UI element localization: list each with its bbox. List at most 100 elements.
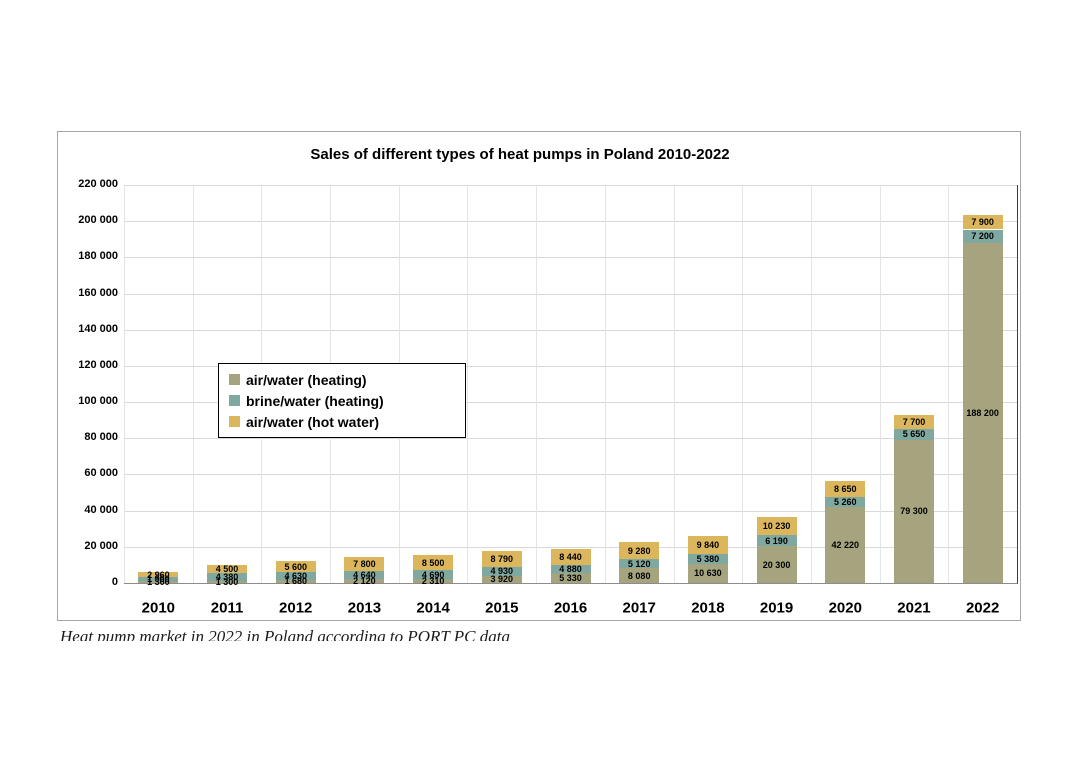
gridline-vertical: [604, 185, 606, 583]
y-axis-tick-label: 100 000: [78, 395, 118, 408]
bar-value-label: 9 840: [696, 540, 720, 551]
bar-segment: [756, 535, 797, 547]
gridline-horizontal: [124, 474, 1017, 476]
y-axis-tick-label: 40 000: [84, 503, 118, 516]
bar-segment: [893, 429, 934, 440]
bar-value-label: 5 330: [559, 573, 582, 584]
y-axis-tick-label: 180 000: [78, 250, 118, 263]
bar-segment: [550, 573, 591, 583]
gridline-vertical: [536, 185, 538, 583]
gridline-horizontal: [124, 546, 1017, 548]
gridline-vertical: [742, 185, 744, 583]
gridline-vertical: [879, 185, 881, 583]
y-axis-tick-label: 0: [111, 576, 118, 588]
bar-segment: [344, 570, 385, 580]
gridline-horizontal: [124, 293, 1017, 295]
bar-segment: [550, 564, 591, 574]
gridline-horizontal: [124, 510, 1017, 512]
bar-segment: [962, 215, 1003, 230]
bar-value-label: 20 300: [762, 559, 791, 570]
bar-segment: [413, 554, 454, 571]
y-axis-tick-label: 160 000: [78, 286, 118, 299]
gridline-vertical: [124, 185, 125, 583]
bar-value-label: 9 280: [627, 545, 651, 556]
x-axis-label: 2022: [965, 599, 1000, 617]
bar-value-label: 79 300: [900, 506, 928, 517]
bar-segment: [207, 564, 248, 573]
bar-segment: [207, 580, 248, 583]
y-axis-tick-label: 200 000: [78, 214, 118, 227]
y-axis-tick-label: 20 000: [84, 539, 118, 552]
bar-segment: [893, 439, 934, 583]
bar-segment: [619, 542, 660, 560]
bar-value-label: 5 380: [696, 553, 720, 564]
bar-value-label: 8 790: [490, 554, 514, 565]
gridline-horizontal: [124, 221, 1017, 223]
x-axis-label: 2012: [279, 599, 313, 617]
bar-value-label: 10 630: [694, 568, 722, 579]
x-axis-label: 2010: [141, 599, 176, 617]
bar-segment: [413, 578, 454, 583]
bar-segment: [825, 497, 866, 507]
plot-area: [124, 185, 1018, 584]
x-axis-label: 2014: [416, 599, 450, 617]
gridline-vertical: [810, 185, 812, 583]
y-axis-tick-label: 120 000: [78, 358, 118, 371]
footnote: Heat pump market in 2022 in Poland accor…: [60, 627, 510, 641]
chart-title: Sales of different types of heat pumps i…: [310, 146, 730, 163]
bar-segment: [825, 481, 866, 498]
bar-segment: [275, 571, 316, 580]
bar-value-label: 42 220: [831, 539, 860, 550]
gridline-horizontal: [124, 402, 1017, 404]
bar-value-label: 5 260: [834, 496, 857, 507]
bar-value-label: 10 230: [762, 520, 791, 531]
bar-value-label: 4 640: [353, 569, 376, 580]
bar-segment: [481, 575, 522, 583]
y-axis-tick-label: 220 000: [78, 178, 118, 190]
bar-segment: [344, 579, 385, 583]
bar-value-label: 1 300: [215, 576, 239, 587]
legend-item: brine/water (heating): [229, 390, 465, 411]
bar-segment: [138, 580, 179, 583]
bar-segment: [619, 559, 660, 569]
bar-value-label: 8 080: [627, 570, 651, 581]
bar-segment: [756, 516, 797, 536]
bar-segment: [138, 571, 179, 578]
bar-segment: [619, 568, 660, 583]
gridline-vertical: [467, 185, 469, 583]
x-axis-label: 2020: [828, 599, 862, 617]
y-axis-tick-label: 80 000: [84, 431, 118, 444]
bar-segment: [413, 570, 454, 579]
bar-segment: [962, 242, 1003, 583]
gridline-horizontal: [124, 438, 1017, 440]
gridline-vertical: [948, 185, 950, 583]
x-axis-label: 2018: [691, 599, 725, 617]
legend: air/water (heating) brine/water (heating…: [218, 363, 466, 438]
bar-segment: [962, 229, 1003, 243]
legend-item: air/water (hot water): [229, 411, 465, 432]
footnote-clip: Heat pump market in 2022 in Poland accor…: [60, 627, 980, 641]
legend-label: air/water (heating): [246, 371, 367, 388]
bar-segment: [275, 579, 316, 583]
y-axis-tick-label: 140 000: [78, 322, 118, 335]
bar-value-label: 8 500: [421, 557, 445, 568]
bar-value-label: 2 960: [147, 569, 170, 580]
bar-value-label: 7 900: [971, 217, 994, 228]
bar-segment: [481, 551, 522, 567]
x-axis-label: 2013: [347, 599, 382, 617]
legend-item: air/water (heating): [229, 369, 465, 390]
bar-value-label: 4 380: [215, 571, 239, 582]
bar-value-label: 5 650: [902, 429, 926, 440]
bar-value-label: 2 310: [421, 575, 445, 586]
bar-segment: [138, 577, 179, 581]
bar-segment: [275, 561, 316, 572]
gridline-horizontal: [124, 329, 1017, 331]
bar-value-label: 7 700: [902, 417, 926, 428]
bar-value-label: 3 920: [490, 574, 514, 585]
bar-value-label: 4 630: [284, 570, 307, 581]
gridline-horizontal: [124, 365, 1017, 367]
bar-value-label: 2 120: [353, 576, 376, 587]
bar-segment: [344, 556, 385, 571]
bar-value-label: 8 650: [834, 484, 857, 495]
